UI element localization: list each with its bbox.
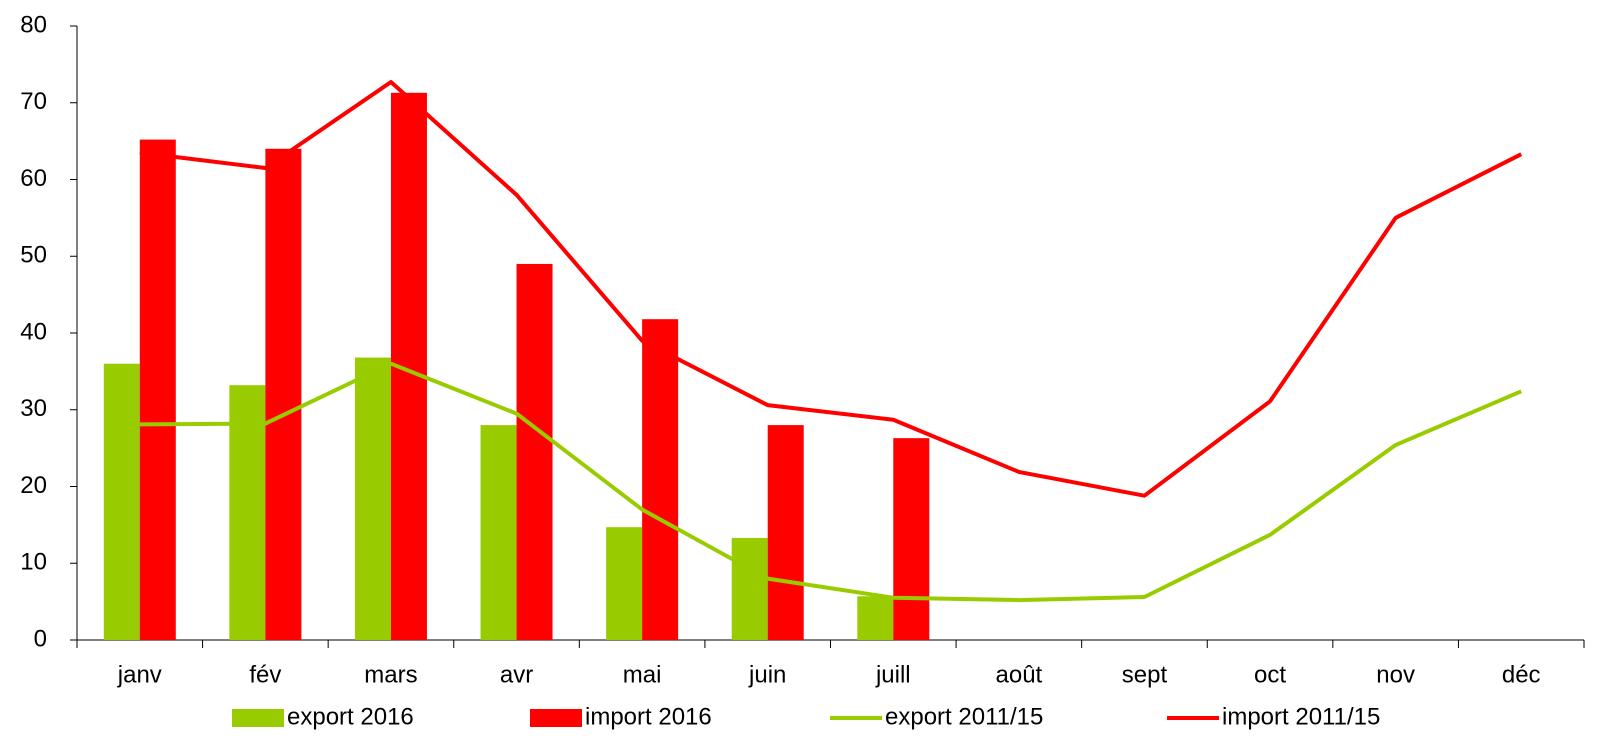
y-tick-label: 60 [20, 165, 47, 192]
y-tick-label: 80 [20, 11, 47, 38]
bar [139, 139, 176, 640]
bar [857, 596, 894, 640]
x-tick-label: fév [249, 661, 281, 688]
bar [642, 319, 679, 640]
bar [893, 438, 930, 640]
bar [606, 527, 643, 640]
x-tick-label: déc [1502, 661, 1541, 688]
bar [354, 357, 391, 640]
line [139, 361, 1522, 603]
x-tick-label: oct [1254, 661, 1286, 688]
legend-swatch [232, 709, 284, 727]
x-tick-label: mai [623, 661, 662, 688]
bar [767, 425, 804, 640]
legend-label: import 2011/15 [1222, 703, 1380, 730]
x-tick-label: nov [1376, 661, 1415, 688]
y-tick-label: 70 [20, 88, 47, 115]
x-tick-label: sept [1122, 661, 1168, 688]
legend-label: import 2016 [585, 703, 712, 730]
legend-label: export 2011/15 [885, 703, 1043, 730]
bar [516, 263, 553, 640]
y-tick-label: 10 [20, 549, 47, 576]
x-tick-label: avr [500, 661, 533, 688]
x-tick-label: août [996, 661, 1043, 688]
x-tick-label: juill [875, 661, 911, 688]
bar [731, 537, 768, 640]
y-tick-label: 20 [20, 472, 47, 499]
bar [480, 425, 517, 640]
y-tick-label: 40 [20, 318, 47, 345]
bar [103, 363, 140, 640]
legend-swatch [530, 709, 582, 727]
x-tick-label: janv [117, 661, 162, 688]
y-tick-label: 30 [20, 395, 47, 422]
x-tick-label: mars [364, 661, 417, 688]
y-tick-label: 50 [20, 242, 47, 269]
x-tick-label: juin [748, 661, 786, 688]
bar [229, 385, 266, 640]
y-tick-label: 0 [34, 625, 47, 652]
bar [265, 148, 302, 641]
line [139, 80, 1523, 498]
legend-label: export 2016 [287, 703, 414, 730]
